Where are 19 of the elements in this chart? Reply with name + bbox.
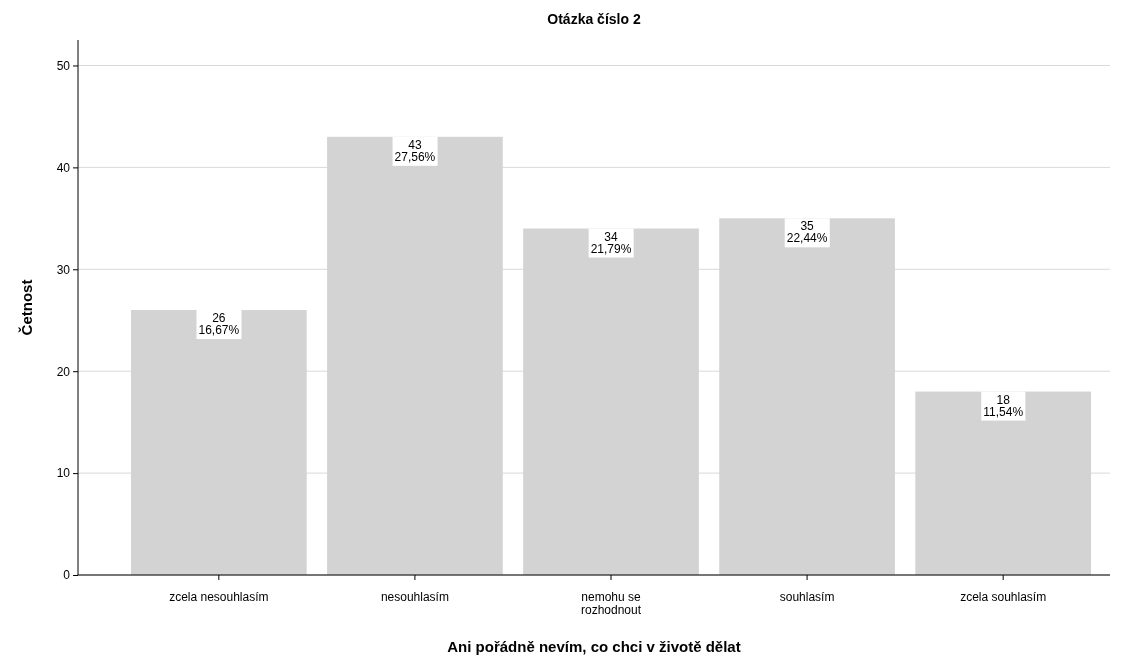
data-label: 26 16,67% [198, 311, 240, 338]
data-label: 18 11,54% [983, 392, 1024, 419]
data-label: 35 22,44% [786, 219, 828, 246]
data-label: 43 27,56% [394, 137, 436, 164]
data-label: 34 21,79% [590, 229, 632, 256]
x-tick-label: nemohu se rozhodnout [580, 590, 642, 617]
x-tick-label: zcela souhlasím [960, 590, 1047, 604]
y-axis-title: Četnost [18, 279, 35, 336]
y-tick-label: 20 [56, 364, 71, 379]
y-tick-label: 10 [56, 466, 71, 481]
y-tick-label: 30 [56, 262, 71, 277]
y-tick-label: 50 [56, 58, 71, 73]
x-tick-label: nesouhlasím [380, 590, 449, 604]
y-tick-label: 0 [63, 568, 71, 583]
x-tick-label: zcela nesouhlasím [169, 590, 269, 604]
chart-title: Otázka číslo 2 [547, 11, 641, 27]
y-tick-label: 40 [56, 160, 71, 175]
x-axis-title: Ani pořádně nevím, co chci v životě dělat [447, 638, 741, 655]
x-tick-label: souhlasím [779, 590, 835, 604]
